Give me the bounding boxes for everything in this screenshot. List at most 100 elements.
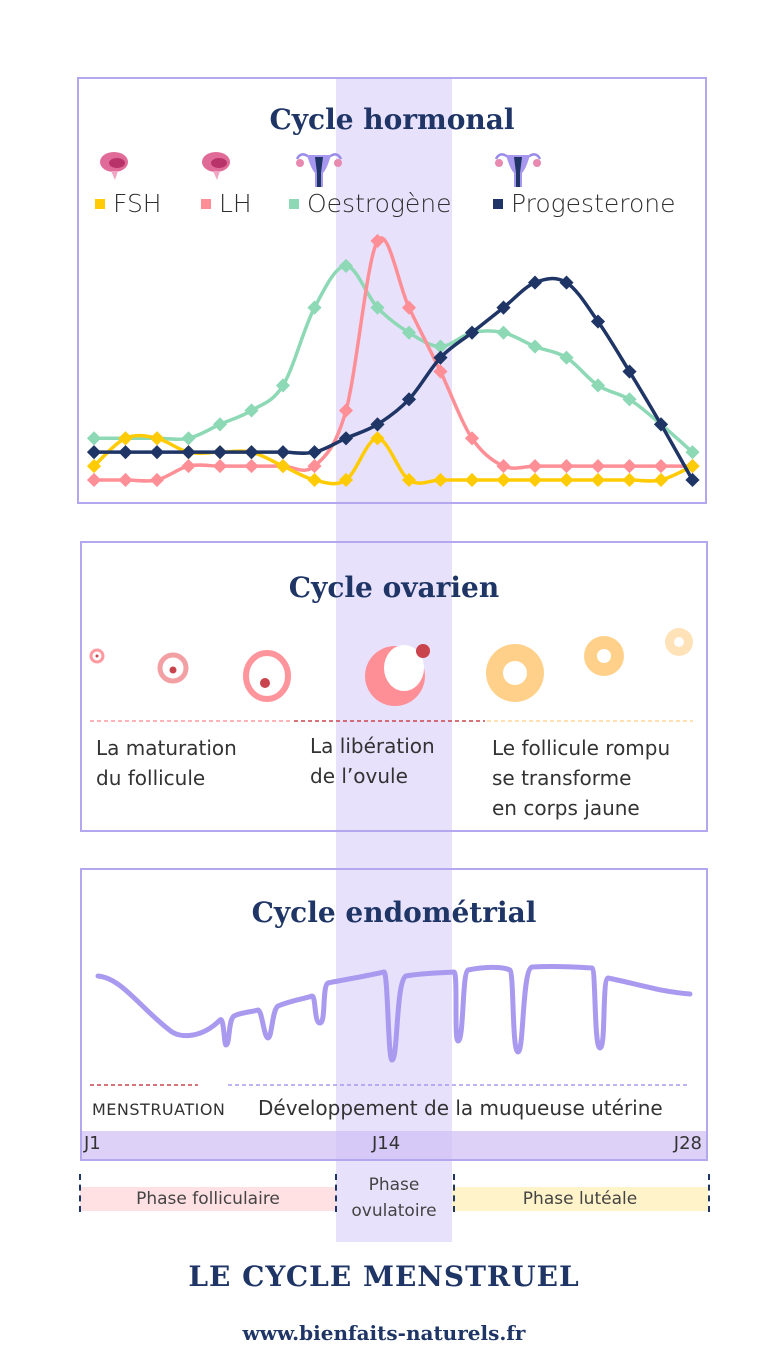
data-point-marker xyxy=(433,350,448,365)
hormonal-cycle-panel: Cycle hormonal FSH LH Oestrogène Progest… xyxy=(77,77,707,504)
series-line-oestrogène xyxy=(94,264,694,454)
data-point-marker xyxy=(464,431,480,446)
data-point-marker xyxy=(527,459,543,474)
data-point-marker xyxy=(653,417,669,432)
development-label: Développement de la muqueuse utérine xyxy=(258,1096,663,1120)
data-point-marker xyxy=(118,445,133,460)
data-point-marker xyxy=(685,459,700,474)
endometrial-cycle-panel: Cycle endométrial MENSTRUATION Développe… xyxy=(80,868,708,1161)
data-point-marker xyxy=(622,459,637,474)
data-point-marker xyxy=(527,275,543,290)
data-point-marker xyxy=(181,459,196,474)
ovulatory-phase-label: Phase ovulatoire xyxy=(351,1175,437,1221)
data-point-marker xyxy=(401,472,417,488)
data-point-marker xyxy=(622,472,637,488)
hormone-line-chart xyxy=(86,233,700,488)
data-point-marker xyxy=(275,445,291,460)
data-point-marker xyxy=(685,445,700,460)
data-point-marker xyxy=(653,459,669,474)
progesterone-swatch xyxy=(493,198,503,209)
luteal-phase-bar: Phase lutéale xyxy=(452,1187,708,1211)
website-url[interactable]: www.bienfaits-naturels.fr xyxy=(242,1321,526,1345)
data-point-marker xyxy=(212,417,228,432)
data-point-marker xyxy=(149,445,165,460)
data-point-marker xyxy=(338,472,354,488)
axis-end-label: J28 xyxy=(673,1133,702,1154)
follicle-stages-illustration xyxy=(89,628,693,722)
infographic-title: LE CYCLE MENSTRUEL xyxy=(188,1260,580,1293)
day-axis: J1 J14 J28 xyxy=(82,1131,706,1159)
legend-item-oestrogene: Oestrogène xyxy=(289,189,452,218)
ovarian-title: Cycle ovarien xyxy=(288,571,500,604)
data-point-marker xyxy=(559,472,574,488)
menstruation-label: MENSTRUATION xyxy=(92,1100,226,1119)
brain-icon xyxy=(100,152,128,180)
legend-label: Oestrogène xyxy=(307,189,452,218)
series-line-lh xyxy=(93,236,693,483)
data-point-marker xyxy=(464,325,480,340)
uterus-icon xyxy=(295,153,343,187)
axis-start-label: J1 xyxy=(84,1133,101,1154)
data-point-marker xyxy=(401,325,417,340)
data-point-marker xyxy=(86,431,102,446)
legend-label: LH xyxy=(219,189,252,218)
legend-item-progesterone: Progesterone xyxy=(493,189,676,218)
data-point-marker xyxy=(464,472,480,488)
data-point-marker xyxy=(338,431,354,446)
phase-boundary-tick xyxy=(453,1174,455,1212)
data-point-marker xyxy=(496,300,511,315)
data-point-marker xyxy=(307,300,322,315)
axis-middle-label: J14 xyxy=(372,1133,401,1154)
phase-boundary-tick xyxy=(335,1174,337,1212)
legend-item-fsh: FSH xyxy=(95,189,162,218)
data-point-marker xyxy=(559,350,574,365)
data-point-marker xyxy=(433,339,448,354)
data-point-marker xyxy=(307,445,322,460)
data-point-marker xyxy=(622,392,637,407)
data-point-marker xyxy=(559,459,574,474)
data-point-marker xyxy=(149,431,165,446)
corpus-luteum-label: Le follicule rompu se transforme en corps … xyxy=(492,736,671,820)
ovarian-cycle-panel: Cycle ovarien La maturation du follicule … xyxy=(80,541,708,832)
data-point-marker xyxy=(212,459,228,474)
corpus-luteum-icon-2 xyxy=(584,636,624,676)
brain-icon xyxy=(202,152,230,180)
data-point-marker xyxy=(86,445,102,460)
data-point-marker xyxy=(653,472,669,488)
corpus-luteum-icon-1 xyxy=(486,644,544,702)
oestrogene-swatch xyxy=(289,198,299,209)
data-point-marker xyxy=(401,392,417,407)
legend-label: FSH xyxy=(113,189,162,218)
data-point-marker xyxy=(370,300,385,315)
phase-boundary-tick xyxy=(708,1174,710,1212)
data-point-marker xyxy=(338,258,354,273)
endometrium-thickness-line xyxy=(90,964,693,1086)
data-point-marker xyxy=(370,431,385,446)
data-point-marker xyxy=(212,445,228,460)
data-point-marker xyxy=(86,472,102,488)
legend-label: Progesterone xyxy=(511,189,676,218)
data-point-marker xyxy=(244,445,259,460)
data-point-marker xyxy=(181,445,196,460)
data-point-marker xyxy=(307,472,322,488)
data-point-marker xyxy=(496,472,511,488)
data-point-marker xyxy=(86,459,102,474)
data-point-marker xyxy=(685,472,700,488)
data-point-marker xyxy=(244,459,259,474)
data-point-marker xyxy=(275,459,291,474)
data-point-marker xyxy=(496,325,511,340)
data-point-marker xyxy=(590,459,606,474)
ruptured-follicle-icon xyxy=(365,644,430,706)
data-point-marker xyxy=(307,459,322,474)
data-point-marker xyxy=(590,314,606,329)
data-point-marker xyxy=(370,417,385,432)
data-point-marker xyxy=(181,431,196,446)
data-point-marker xyxy=(244,403,259,418)
data-point-marker xyxy=(401,300,417,315)
data-point-marker xyxy=(118,431,133,446)
data-point-marker xyxy=(527,472,543,488)
hormonal-title: Cycle hormonal xyxy=(269,103,515,136)
data-point-marker xyxy=(338,403,354,418)
data-point-marker xyxy=(590,472,606,488)
lh-swatch xyxy=(201,198,211,209)
